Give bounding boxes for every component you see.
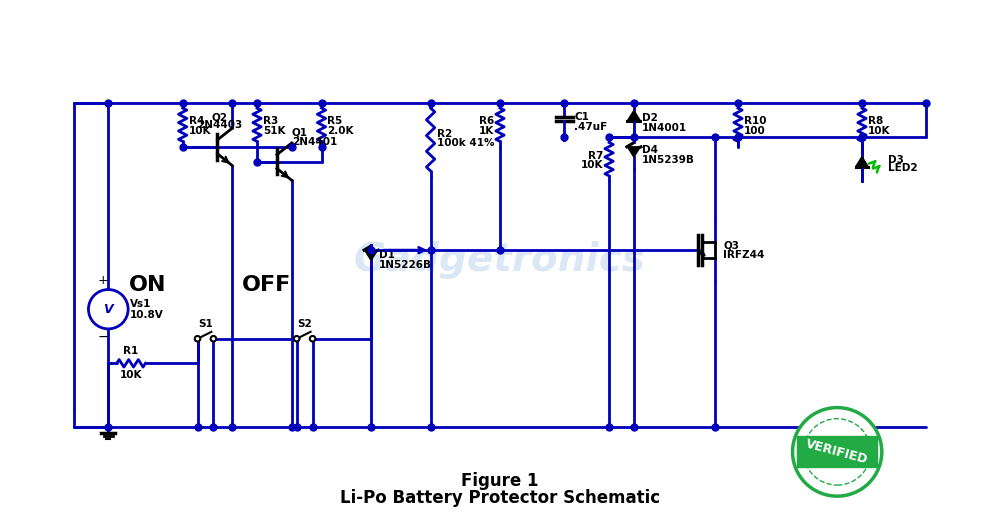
Text: 100: 100 <box>744 125 766 136</box>
Text: .47uF: .47uF <box>574 122 608 132</box>
Circle shape <box>294 336 299 342</box>
Polygon shape <box>856 157 868 167</box>
Text: 10K: 10K <box>120 370 142 380</box>
Text: Q2: Q2 <box>211 112 227 122</box>
Text: 1N5239B: 1N5239B <box>642 154 695 165</box>
Polygon shape <box>627 110 640 121</box>
Text: R6: R6 <box>479 116 494 126</box>
Text: −: − <box>98 329 109 343</box>
Text: 100k 41%: 100k 41% <box>437 138 494 148</box>
Text: S1: S1 <box>198 319 213 329</box>
Text: VERIFIED: VERIFIED <box>805 437 870 466</box>
Text: 2N4403: 2N4403 <box>197 120 242 130</box>
Circle shape <box>88 290 128 329</box>
Text: R7: R7 <box>588 151 603 161</box>
Text: 10K: 10K <box>581 160 603 170</box>
Text: V: V <box>103 303 113 316</box>
Text: IRFZ44: IRFZ44 <box>723 250 765 260</box>
Circle shape <box>804 419 871 485</box>
Text: 10K: 10K <box>189 125 211 136</box>
Circle shape <box>195 336 200 342</box>
Polygon shape <box>627 147 640 157</box>
Text: 10.8V: 10.8V <box>130 309 164 320</box>
Text: 1N4001: 1N4001 <box>642 123 687 133</box>
Circle shape <box>211 336 216 342</box>
Text: Li-Po Battery Protector Schematic: Li-Po Battery Protector Schematic <box>340 489 660 507</box>
Text: R4: R4 <box>189 116 204 126</box>
Text: Vs1: Vs1 <box>130 299 151 309</box>
Text: R1: R1 <box>123 346 139 356</box>
Text: R5: R5 <box>327 116 343 126</box>
Text: R10: R10 <box>744 116 766 126</box>
Text: 51K: 51K <box>263 125 285 136</box>
Polygon shape <box>365 250 378 261</box>
Text: D2: D2 <box>642 113 658 123</box>
Text: D4: D4 <box>642 145 658 155</box>
Text: ON: ON <box>129 275 167 295</box>
Text: D1: D1 <box>379 250 395 260</box>
Text: S2: S2 <box>297 319 312 329</box>
Text: R8: R8 <box>868 116 883 126</box>
Polygon shape <box>797 436 877 467</box>
Text: 2N4401: 2N4401 <box>292 137 337 147</box>
Text: Q1: Q1 <box>292 128 308 138</box>
Text: R3: R3 <box>263 116 278 126</box>
Text: C1: C1 <box>574 112 589 122</box>
Text: +: + <box>98 274 109 287</box>
Text: D3: D3 <box>888 154 904 165</box>
Text: 10K: 10K <box>868 125 890 136</box>
Text: R2: R2 <box>437 128 452 138</box>
Text: LED2: LED2 <box>888 163 917 174</box>
Text: Q3: Q3 <box>723 240 739 250</box>
Text: OFF: OFF <box>242 275 292 295</box>
Text: 2.0K: 2.0K <box>327 125 354 136</box>
Text: 1N5226B: 1N5226B <box>379 260 432 270</box>
Text: 1K: 1K <box>479 125 494 136</box>
Text: Figure 1: Figure 1 <box>461 472 539 490</box>
Text: Gadgetronics: Gadgetronics <box>354 241 646 279</box>
Circle shape <box>310 336 315 342</box>
Circle shape <box>793 408 882 496</box>
